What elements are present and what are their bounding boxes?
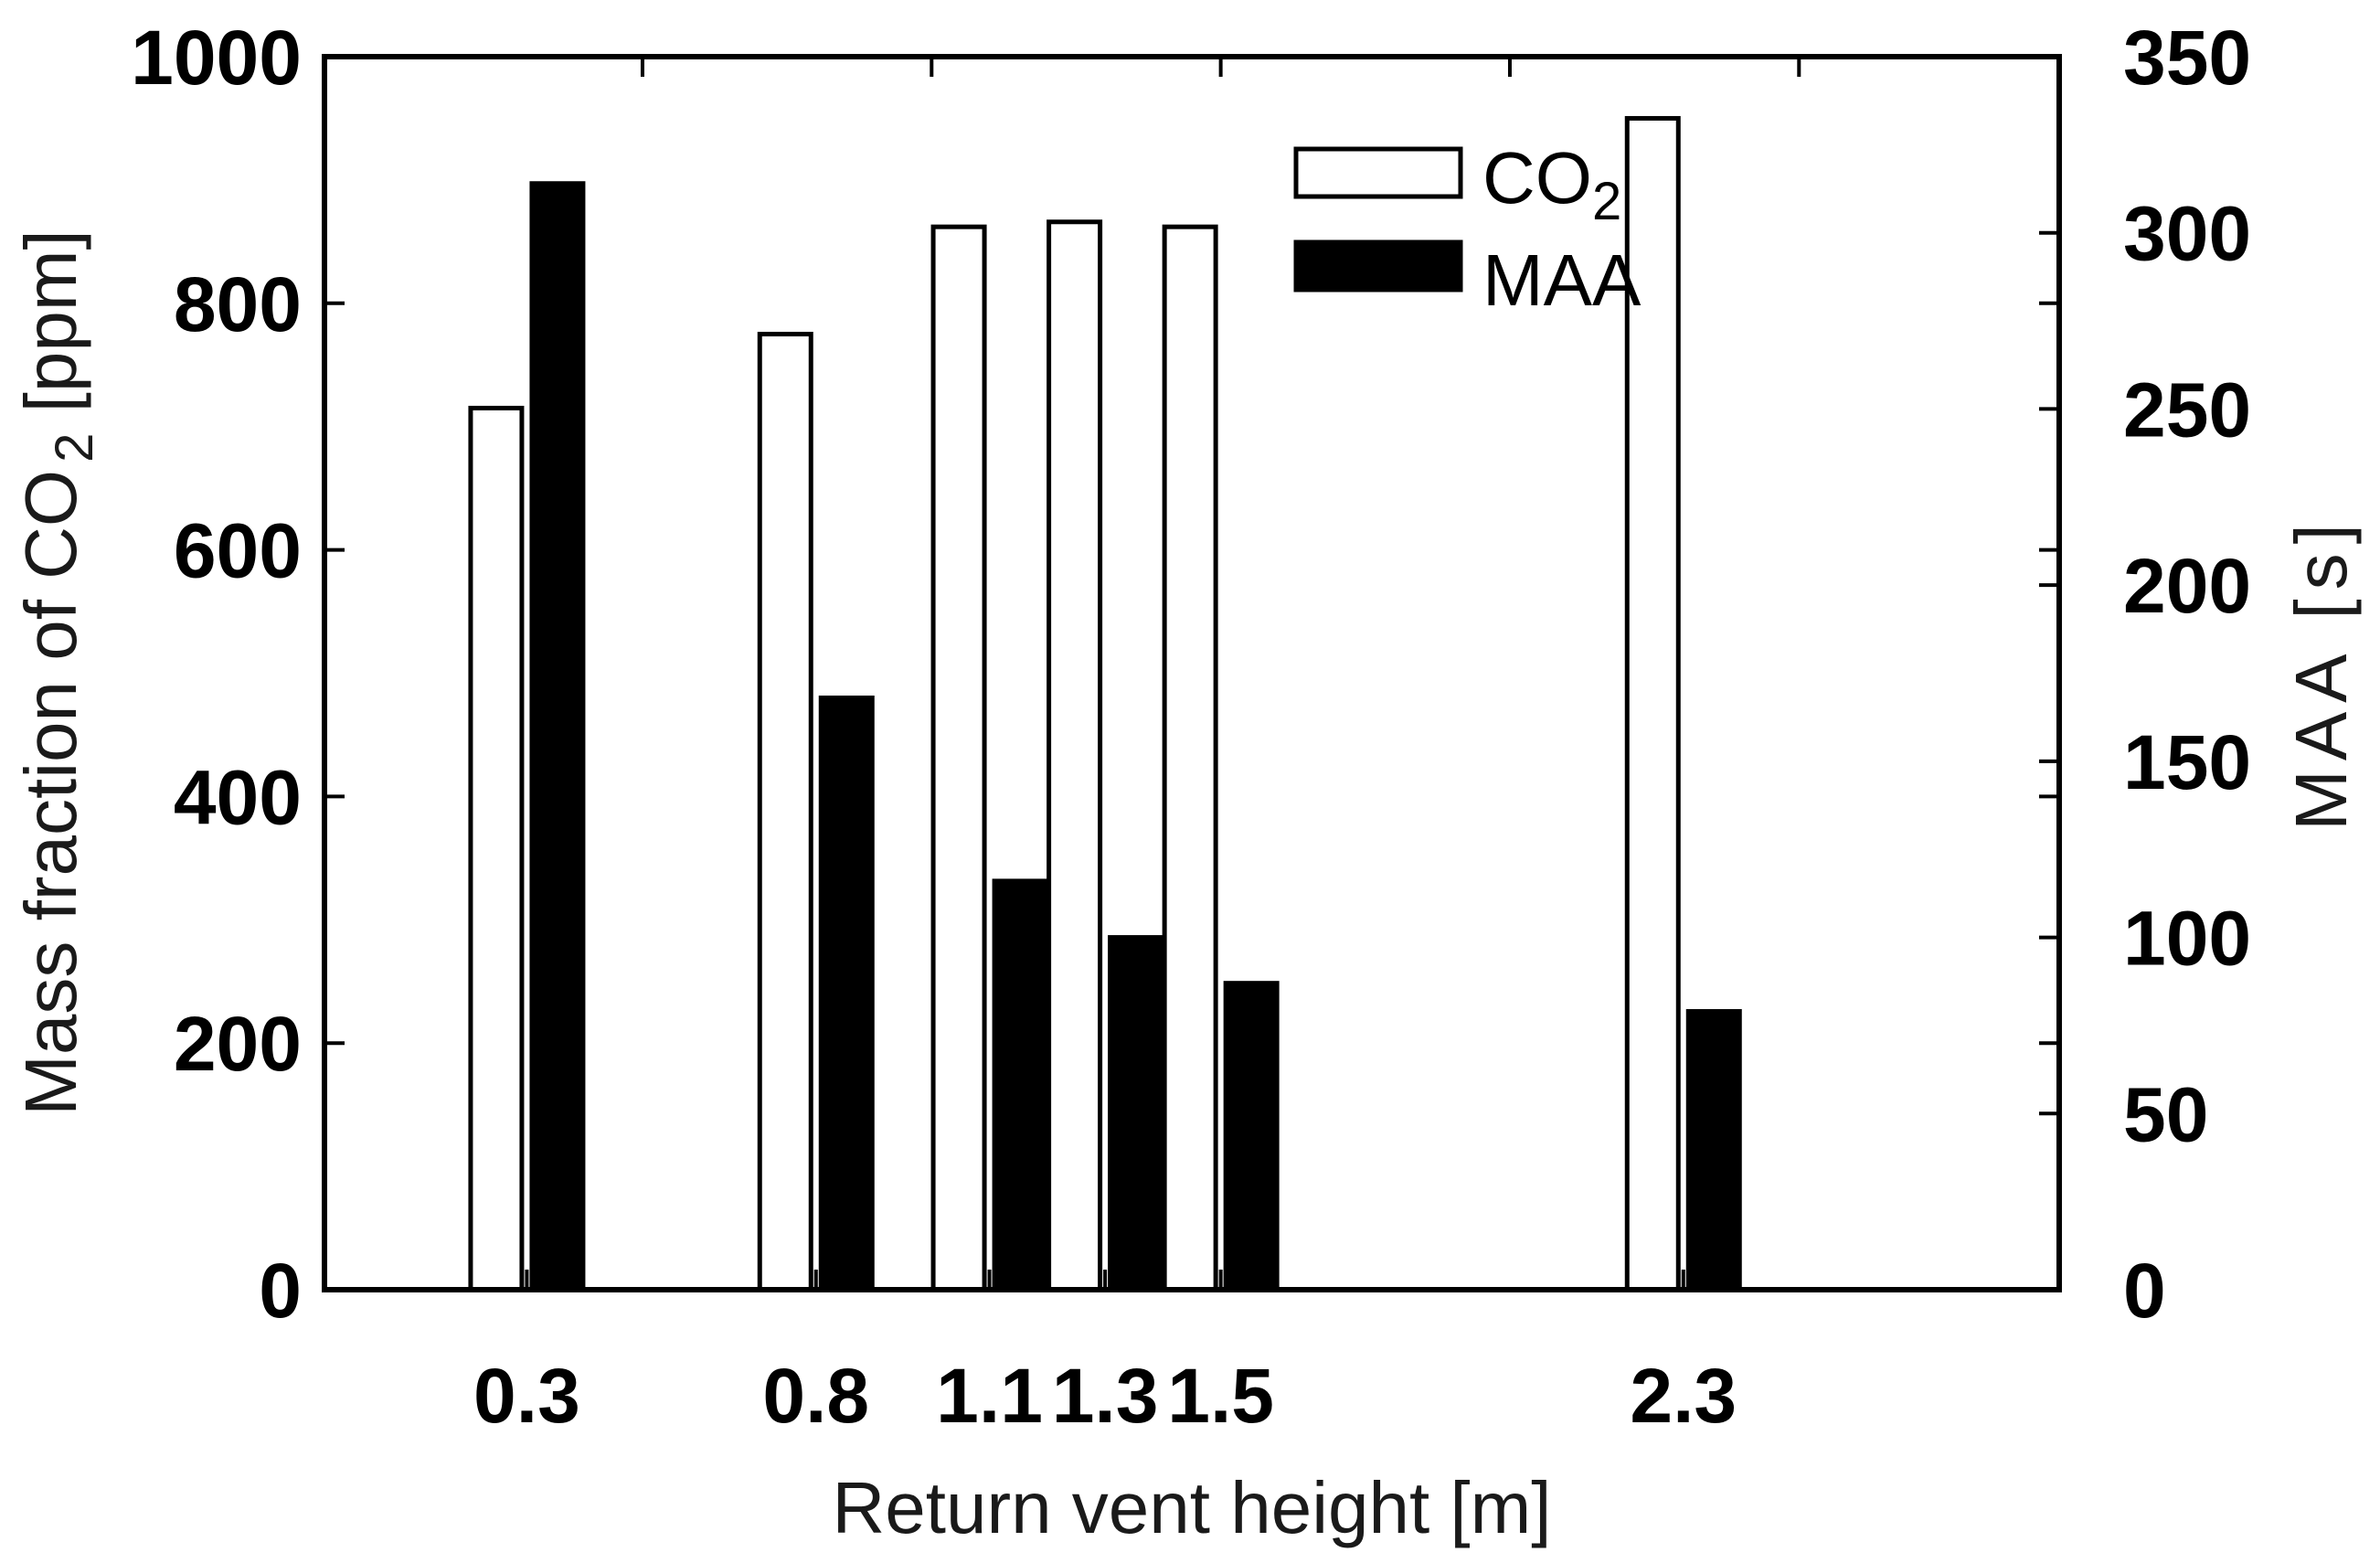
legend-label-maa: MAA [1482, 239, 1642, 321]
left-tick-label: 800 [174, 261, 302, 347]
x-axis-title: Return vent height [m] [832, 1467, 1551, 1548]
x-tick-label: 0.8 [762, 1353, 869, 1439]
bar-co2-0.3 [468, 405, 525, 1292]
left-tick-label: 200 [174, 1001, 302, 1087]
plot-frame [322, 54, 2062, 1292]
y2-axis-title: MAA [s] [2280, 515, 2362, 831]
bar-co2-1.3 [1047, 219, 1103, 1292]
x-tick-label: 1.3 [1052, 1353, 1159, 1439]
right-tick-label: 350 [2123, 15, 2251, 101]
legend: CO2 MAA [1293, 137, 1642, 321]
x-tick-label: 2.3 [1630, 1353, 1737, 1439]
right-tick-label: 200 [2123, 543, 2251, 629]
right-tick-label: 250 [2123, 367, 2251, 452]
bar-maa-2.3 [1685, 1009, 1742, 1292]
left-y-axis: 0 200 400 600 800 1000 [131, 15, 2059, 1334]
bar-maa-0.3 [529, 181, 586, 1292]
legend-label-co2: CO2 [1482, 137, 1621, 231]
legend-swatch-co2 [1293, 146, 1463, 199]
left-tick-label: 400 [174, 754, 302, 840]
right-tick-label: 50 [2123, 1071, 2208, 1157]
bar-co2-1.1 [930, 224, 987, 1292]
x-tick-label: 1.1 [936, 1353, 1043, 1439]
bar-maa-1.5 [1223, 981, 1280, 1292]
legend-swatch-maa [1293, 239, 1463, 292]
x-tick-label: 0.3 [473, 1353, 580, 1439]
bar-co2-1.5 [1162, 224, 1218, 1292]
right-tick-label: 0 [2123, 1248, 2166, 1334]
bar-maa-0.8 [818, 695, 875, 1292]
right-y-axis: 0 50 100 150 200 250 300 350 [2039, 15, 2251, 1334]
x-tick-label: 1.5 [1167, 1353, 1274, 1439]
bar-co2-2.3 [1624, 115, 1681, 1292]
bar-co2-0.8 [757, 332, 813, 1292]
bar-maa-1.3 [1108, 935, 1164, 1292]
right-tick-label: 150 [2123, 719, 2251, 805]
y-axis-title: Mass fraction of CO2 [ppm] [10, 229, 104, 1115]
right-tick-label: 300 [2123, 191, 2251, 277]
left-tick-label: 600 [174, 508, 302, 594]
left-tick-label: 1000 [131, 15, 302, 101]
x-axis: 0.3 0.8 1.1 1.3 1.5 2.3 [473, 57, 1801, 1439]
left-tick-label: 0 [259, 1248, 302, 1334]
right-tick-label: 100 [2123, 896, 2251, 982]
bar-maa-1.1 [992, 878, 1048, 1292]
